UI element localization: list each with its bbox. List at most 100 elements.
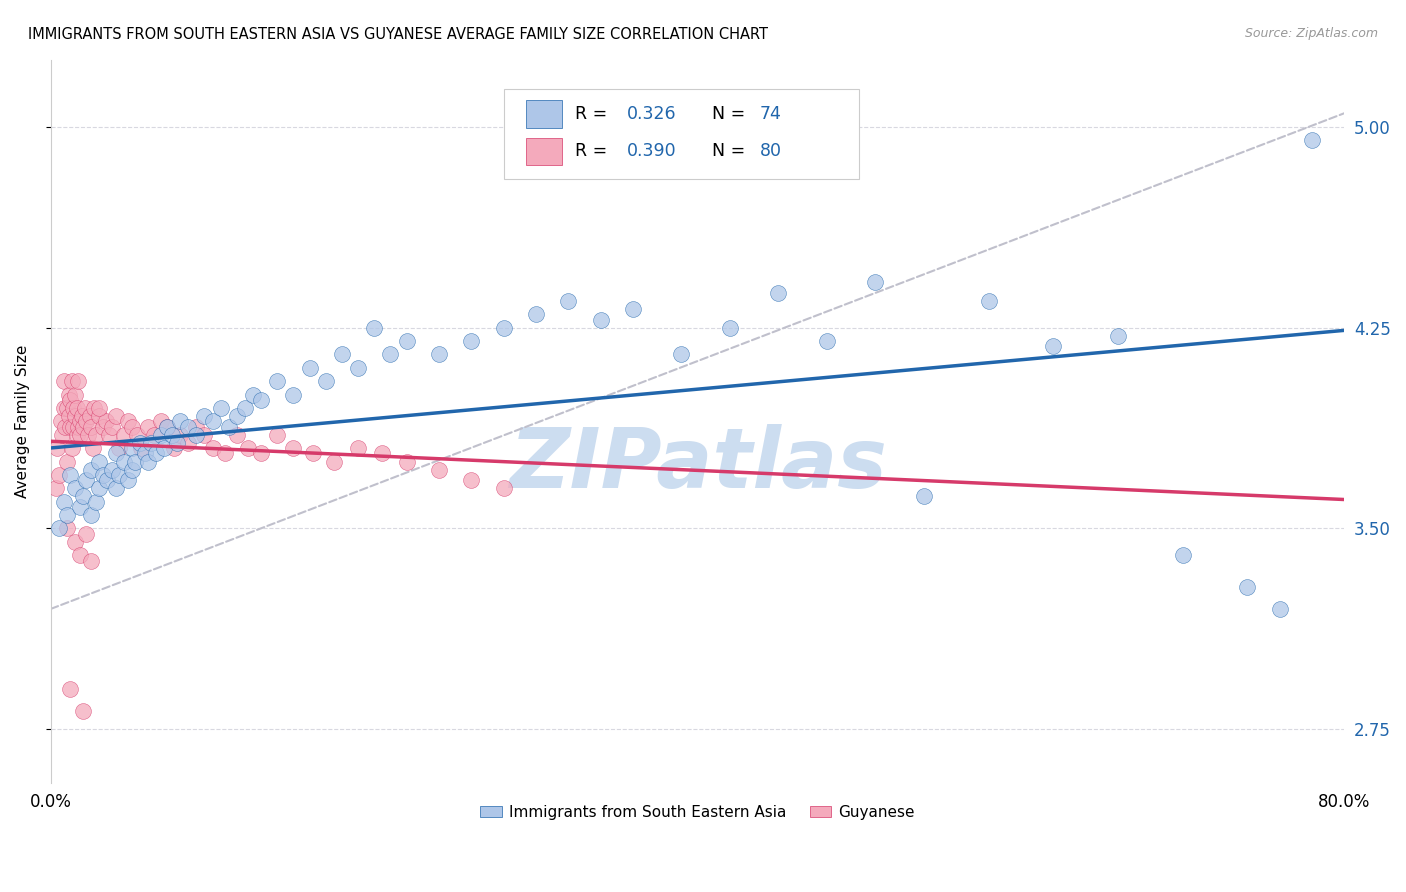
- Point: [63, 481, 86, 495]
- Point: [225, 427, 247, 442]
- Point: [84, 427, 107, 442]
- Point: [75, 414, 97, 428]
- Point: [186, 419, 208, 434]
- Text: 80: 80: [759, 143, 782, 161]
- Point: [266, 374, 288, 388]
- Point: [80, 462, 103, 476]
- Point: [59, 682, 82, 697]
- Point: [177, 435, 200, 450]
- Point: [977, 293, 1000, 308]
- Point: [51, 427, 73, 442]
- Point: [63, 387, 86, 401]
- Point: [104, 481, 127, 495]
- Point: [160, 427, 183, 442]
- Point: [117, 473, 139, 487]
- Point: [347, 360, 370, 375]
- Point: [66, 401, 89, 415]
- Point: [218, 419, 240, 434]
- Legend: Immigrants from South Eastern Asia, Guyanese: Immigrants from South Eastern Asia, Guya…: [474, 799, 921, 826]
- Point: [283, 441, 305, 455]
- Point: [1171, 549, 1194, 563]
- Point: [84, 494, 107, 508]
- Point: [67, 419, 90, 434]
- Point: [201, 441, 224, 455]
- Point: [363, 320, 385, 334]
- Point: [134, 446, 156, 460]
- Point: [80, 419, 103, 434]
- Point: [671, 347, 693, 361]
- Point: [112, 454, 135, 468]
- Point: [80, 554, 103, 568]
- Point: [125, 427, 148, 442]
- Point: [156, 419, 179, 434]
- Point: [52, 494, 75, 508]
- Text: N =: N =: [702, 143, 751, 161]
- Point: [136, 419, 159, 434]
- Point: [46, 441, 69, 455]
- Point: [83, 401, 105, 415]
- Point: [62, 419, 84, 434]
- Point: [59, 392, 82, 407]
- Point: [131, 441, 153, 455]
- Point: [56, 521, 79, 535]
- Point: [330, 347, 353, 361]
- Point: [193, 427, 215, 442]
- Point: [72, 704, 94, 718]
- Point: [124, 454, 146, 468]
- Point: [193, 409, 215, 423]
- Point: [77, 427, 100, 442]
- Point: [79, 409, 101, 423]
- Text: Source: ZipAtlas.com: Source: ZipAtlas.com: [1244, 27, 1378, 40]
- Point: [371, 446, 394, 460]
- Point: [283, 387, 305, 401]
- Text: R =: R =: [575, 143, 613, 161]
- Point: [815, 334, 838, 348]
- Point: [266, 427, 288, 442]
- Point: [768, 285, 790, 300]
- Point: [492, 320, 515, 334]
- Point: [145, 446, 167, 460]
- Text: 0.390: 0.390: [627, 143, 676, 161]
- Text: 0.326: 0.326: [627, 105, 676, 123]
- Point: [301, 446, 323, 460]
- Point: [169, 427, 191, 442]
- Point: [60, 374, 83, 388]
- Point: [59, 419, 82, 434]
- Text: 74: 74: [759, 105, 782, 123]
- Point: [89, 454, 111, 468]
- Point: [1107, 328, 1129, 343]
- Point: [169, 414, 191, 428]
- Point: [48, 467, 70, 482]
- Point: [557, 293, 579, 308]
- Point: [395, 454, 418, 468]
- Point: [225, 409, 247, 423]
- Point: [1268, 602, 1291, 616]
- Point: [298, 360, 321, 375]
- Point: [91, 419, 114, 434]
- Point: [56, 508, 79, 522]
- Point: [82, 441, 104, 455]
- Point: [1042, 339, 1064, 353]
- Point: [94, 414, 117, 428]
- Point: [865, 275, 887, 289]
- Point: [1236, 581, 1258, 595]
- Point: [121, 441, 143, 455]
- Point: [117, 414, 139, 428]
- Point: [1301, 133, 1323, 147]
- FancyBboxPatch shape: [503, 88, 859, 179]
- Point: [153, 441, 176, 455]
- Point: [62, 401, 84, 415]
- Point: [66, 427, 89, 442]
- Point: [460, 334, 482, 348]
- Bar: [526, 100, 562, 128]
- Point: [121, 462, 143, 476]
- Point: [128, 435, 150, 450]
- Point: [69, 549, 91, 563]
- Point: [139, 435, 162, 450]
- Point: [67, 374, 90, 388]
- Point: [395, 334, 418, 348]
- Point: [121, 419, 143, 434]
- Point: [91, 467, 114, 482]
- Point: [89, 401, 111, 415]
- Point: [112, 427, 135, 442]
